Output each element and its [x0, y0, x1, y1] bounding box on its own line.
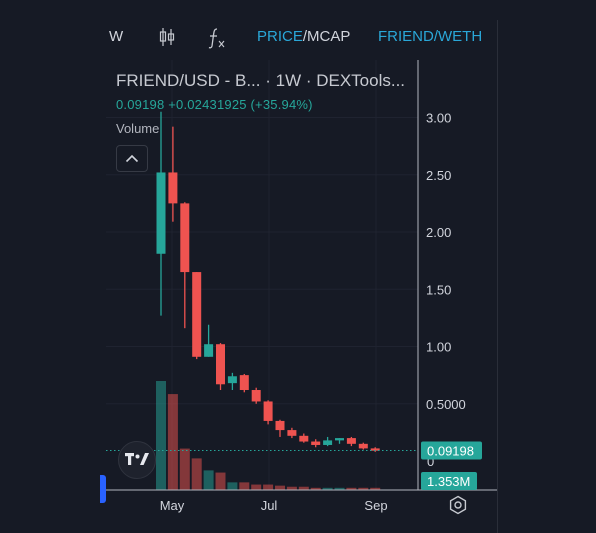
price-tick-label: 0 [427, 454, 434, 469]
collapse-legend-button[interactable] [116, 145, 148, 172]
fx-icon[interactable] [206, 26, 228, 54]
time-tick-label: Sep [364, 498, 387, 513]
candle-body [204, 344, 214, 357]
candle-body [251, 390, 261, 402]
candle-body [227, 376, 237, 384]
price-tick-label: 3.00 [426, 111, 451, 126]
candle-body [370, 448, 380, 451]
symbol-title[interactable]: FRIEND/USD - B... · 1W · DEXTools... [116, 71, 406, 90]
volume-bar [167, 394, 178, 490]
price-tick-label: 0.5000 [426, 397, 466, 412]
volume-bar [286, 486, 297, 490]
price-tick-label: 1.00 [426, 340, 451, 355]
volume-bar [239, 482, 250, 490]
volume-bar [203, 470, 214, 490]
candle-body [299, 435, 309, 442]
volume-bar [251, 484, 262, 490]
candle-body [358, 443, 368, 449]
volume-bar [358, 487, 369, 490]
price-label: PRICE [257, 28, 303, 45]
time-tick-label: Jul [261, 498, 278, 513]
volume-bar [191, 458, 202, 490]
price-tick-label: 2.50 [426, 168, 451, 183]
price-tick-label: 1.50 [426, 282, 451, 297]
last-price-badge-label: 0.09198 [427, 443, 474, 458]
volume-badge-label: 1.353M [427, 474, 470, 489]
interval-button[interactable]: W [109, 28, 124, 45]
candles-icon[interactable] [158, 26, 176, 52]
panel-divider [497, 20, 498, 533]
volume-bar [215, 472, 226, 490]
candle-body [287, 430, 297, 436]
change-value: +0.02431925 [168, 97, 247, 112]
tradingview-logo[interactable] [118, 441, 156, 479]
candle-body [192, 272, 202, 357]
volume-bar [310, 487, 321, 490]
volume-bar [322, 487, 333, 490]
change-percent: (+35.94%) [250, 97, 313, 112]
last-price-badge [421, 441, 482, 460]
volume-badge [421, 472, 477, 490]
left-panel-handle[interactable] [100, 475, 106, 503]
chevron-up-icon [125, 154, 139, 163]
candle-body [216, 344, 225, 385]
settings-gear-icon[interactable] [448, 495, 468, 515]
candle-body [168, 172, 178, 204]
volume-bar [156, 381, 166, 490]
mcap-label: MCAP [307, 28, 351, 45]
volume-bar [334, 487, 345, 490]
volume-bar [227, 482, 238, 490]
candle-body [180, 203, 190, 273]
volume-bar [370, 487, 381, 490]
candle-body [156, 172, 166, 254]
time-tick-label: May [160, 498, 185, 513]
candle-body [275, 420, 285, 431]
volume-bar [298, 486, 309, 490]
chart-toolbar: W PRICE/MCAP FRIEND/WETH [106, 20, 498, 56]
price-mcap-toggle[interactable]: PRICE/MCAP [257, 28, 350, 45]
candle-body [346, 438, 356, 444]
volume-bar [179, 448, 190, 490]
candle-body [239, 375, 249, 391]
toggle-separator: / [302, 28, 308, 45]
ohlc-values: 0.09198 +0.02431925 (+35.94%) [116, 97, 313, 112]
candle-body [335, 438, 344, 441]
volume-bar [346, 487, 357, 490]
volume-label: Volume [116, 121, 160, 136]
last-value: 0.09198 [116, 97, 165, 112]
price-tick-label: 2.00 [426, 225, 451, 240]
volume-bar [263, 484, 274, 490]
tradingview-logo-icon [125, 453, 149, 465]
candle-body [323, 440, 333, 445]
pair-toggle[interactable]: FRIEND/WETH [378, 28, 483, 45]
candle-body [263, 401, 273, 421]
candle-body [311, 441, 321, 445]
volume-bar [275, 485, 285, 490]
